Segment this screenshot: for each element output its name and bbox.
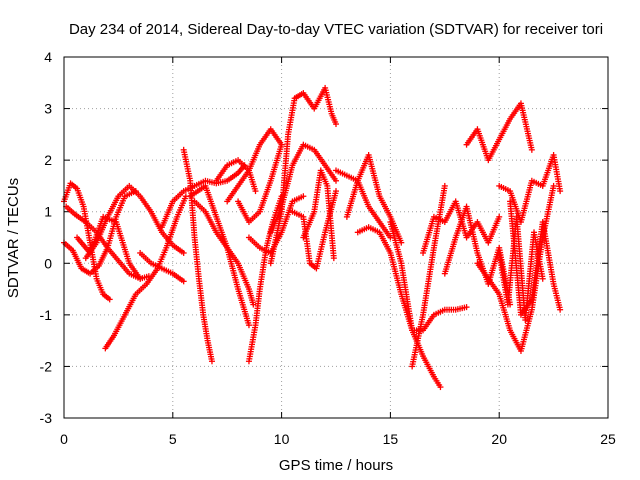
- data-point: [333, 121, 339, 128]
- series-17: [267, 84, 339, 267]
- data-point: [208, 358, 215, 365]
- y-tick-label: 1: [44, 204, 52, 220]
- chart-title: Day 234 of 2014, Sidereal Day-to-day VTE…: [69, 21, 603, 38]
- data-point: [106, 296, 113, 303]
- series-2: [61, 188, 139, 277]
- x-tick-label: 20: [491, 431, 507, 447]
- data-point: [330, 255, 337, 262]
- data-point: [252, 188, 259, 195]
- y-tick-label: -2: [40, 358, 53, 374]
- x-tick-label: 15: [383, 431, 399, 447]
- series-16: [245, 193, 307, 256]
- series-21: [333, 167, 394, 241]
- y-tick-label: 2: [44, 152, 52, 168]
- series-12: [191, 198, 257, 308]
- series-9: [180, 146, 215, 365]
- series-24: [387, 219, 470, 334]
- data-point: [437, 384, 444, 391]
- series-14: [235, 141, 285, 226]
- x-tick-label: 0: [60, 431, 68, 447]
- series-13: [224, 126, 285, 205]
- x-tick-label: 5: [169, 431, 177, 447]
- x-axis-title: GPS time / hours: [279, 457, 393, 474]
- y-tick-label: -3: [40, 410, 53, 426]
- data-point: [250, 301, 257, 308]
- series-22: [343, 151, 405, 246]
- y-tick-label: 4: [44, 49, 52, 65]
- series-25: [409, 182, 448, 370]
- x-tick-label: 25: [600, 431, 616, 447]
- data-point: [333, 177, 339, 184]
- data-point: [463, 304, 470, 311]
- y-axis-title: SDTVAR / TECUs: [5, 178, 22, 298]
- data-point: [137, 275, 144, 282]
- data-point: [300, 193, 307, 200]
- series-7: [137, 249, 187, 285]
- data-point: [180, 249, 187, 256]
- series-5: [102, 193, 189, 352]
- data-point: [398, 239, 405, 246]
- tick-labels: 0 5 10 15 20 25 -3 -2 -1 0 1 2 3 4: [40, 49, 616, 447]
- x-tick-label: 10: [274, 431, 290, 447]
- data-point: [180, 278, 187, 285]
- y-tick-label: -1: [40, 307, 53, 323]
- data-point: [278, 141, 285, 148]
- series-18: [267, 141, 339, 236]
- y-tick-label: 3: [44, 101, 52, 117]
- y-tick-label: 0: [44, 255, 52, 271]
- data-point: [333, 188, 339, 195]
- series-6: [74, 213, 144, 282]
- data-point: [245, 322, 252, 329]
- series-20: [300, 167, 337, 262]
- data-marks: [61, 84, 564, 391]
- series-15: [245, 193, 285, 365]
